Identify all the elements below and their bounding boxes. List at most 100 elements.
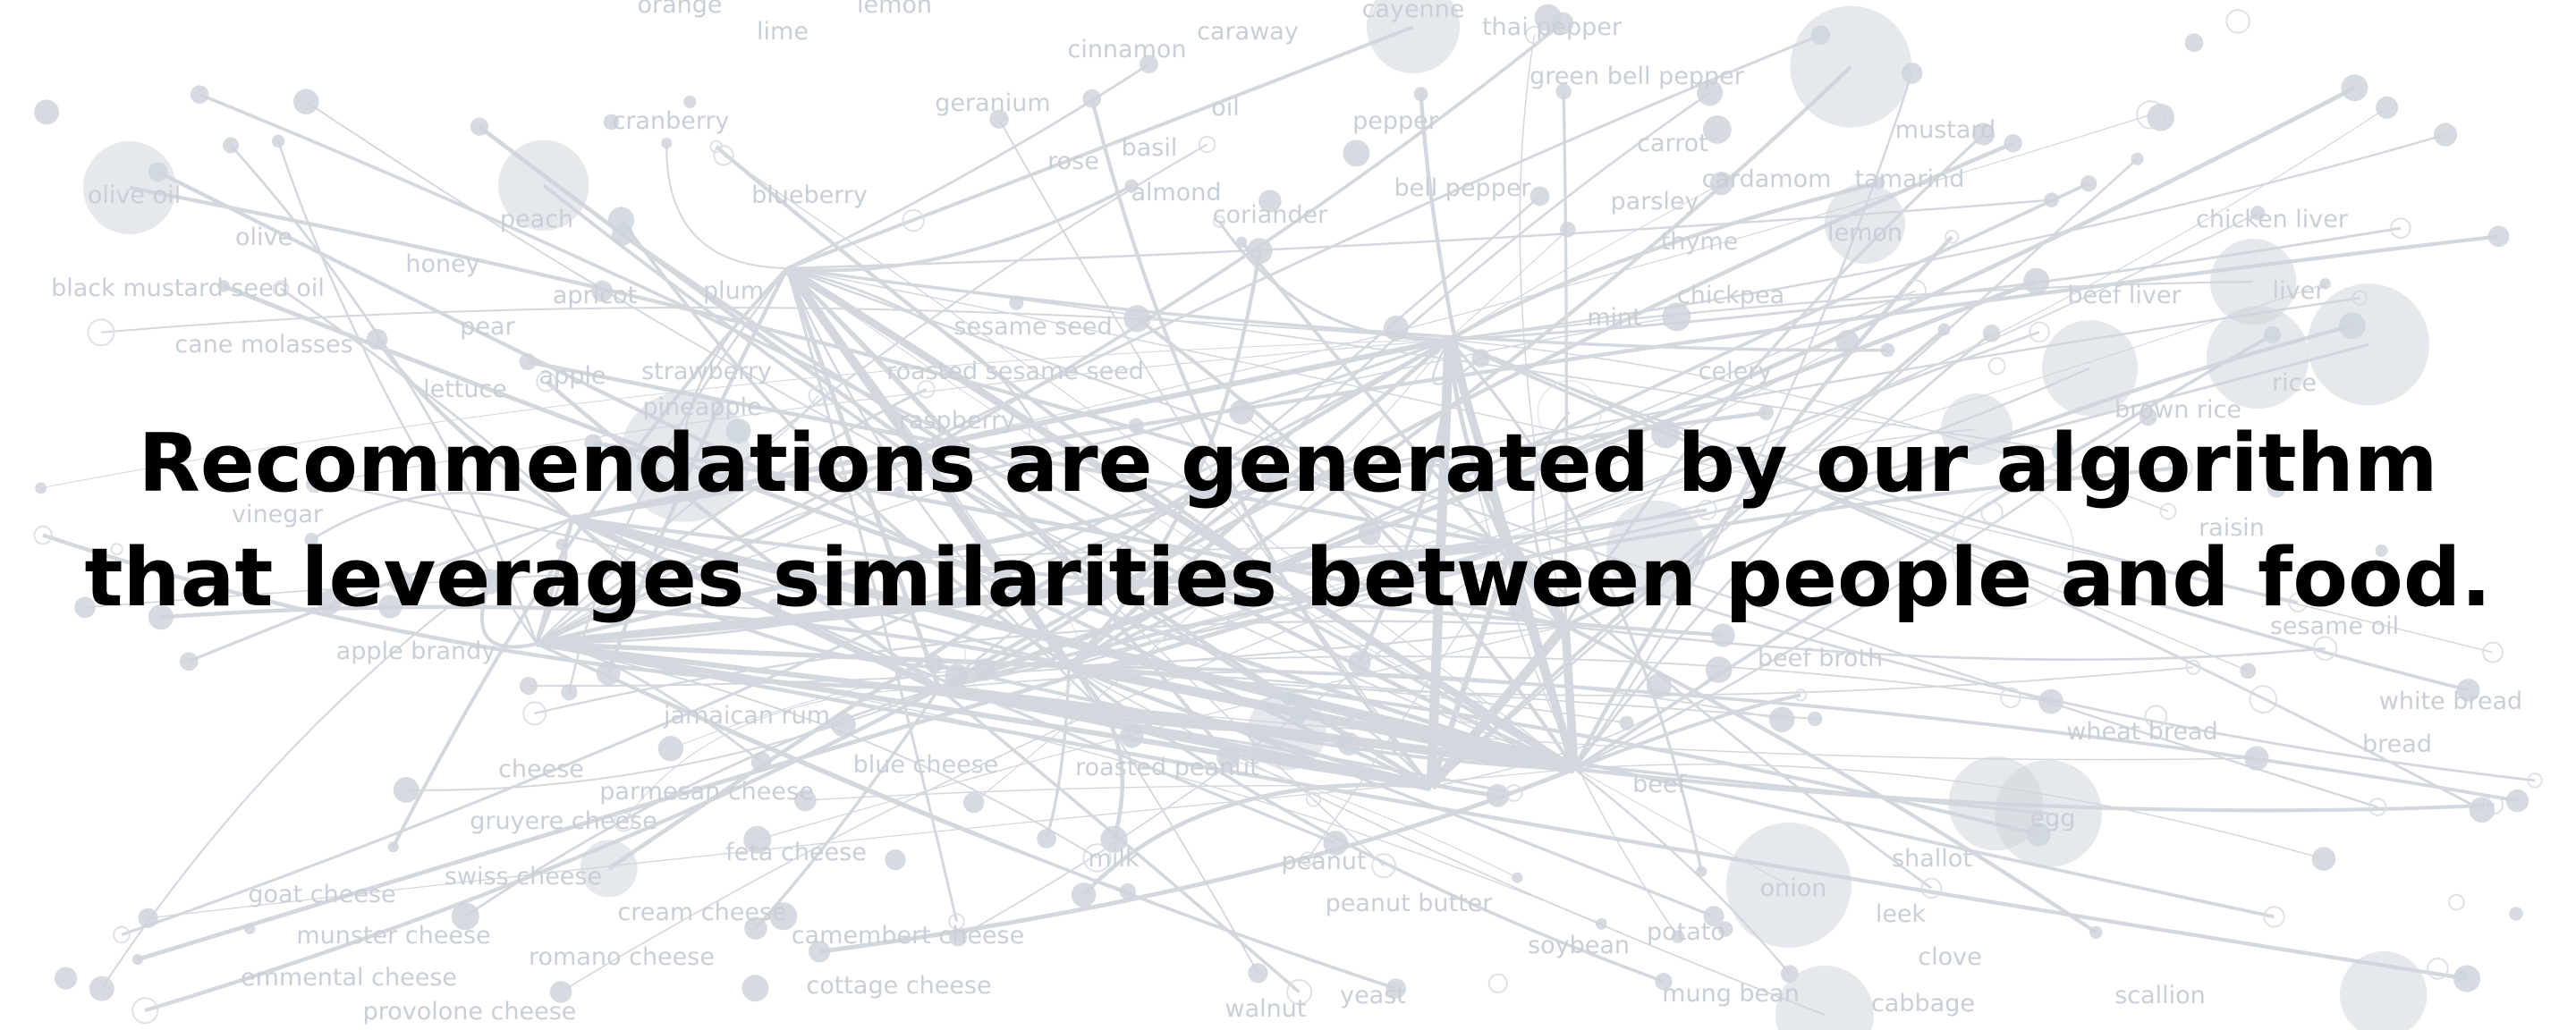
network-edge	[571, 515, 941, 692]
network-node	[2267, 479, 2286, 498]
network-node	[1903, 279, 1928, 303]
network-label: orange	[637, 0, 722, 19]
network-node	[1216, 746, 1241, 770]
network-node	[2209, 239, 2297, 325]
network-label: beef	[1632, 771, 1687, 798]
network-node	[389, 570, 414, 595]
network-node	[2456, 679, 2480, 702]
network-node	[1413, 87, 1428, 102]
network-node	[1343, 139, 1370, 167]
network-node	[1662, 302, 1691, 332]
network-node	[596, 661, 621, 686]
network-node	[2168, 455, 2193, 480]
network-edge	[723, 155, 1575, 770]
network-node	[536, 371, 557, 393]
network-edge	[1448, 339, 2249, 672]
network-edge	[783, 266, 1073, 669]
network-edge	[1428, 544, 1515, 789]
network-label: scallion	[2114, 982, 2206, 1009]
network-node	[1486, 783, 1510, 807]
network-node	[744, 916, 767, 940]
network-node	[2487, 225, 2510, 248]
network-edge	[230, 144, 538, 645]
network-edge	[305, 100, 1575, 770]
network-edge	[818, 766, 1575, 954]
network-node	[1810, 25, 1831, 46]
network-node	[743, 825, 772, 854]
network-node	[2313, 636, 2338, 661]
network-edge	[784, 265, 1577, 772]
network-labels: orange lime lemon cinnamon caraway cayenne tha…	[51, 0, 2522, 1026]
network-node	[2000, 687, 2021, 709]
network-node	[74, 596, 96, 619]
network-node	[1537, 380, 1602, 445]
network-node	[1525, 25, 1544, 45]
network-node	[148, 604, 174, 630]
network-node	[2433, 122, 2458, 147]
network-edge	[1573, 693, 1801, 771]
network-node	[2505, 789, 2529, 813]
network-edge	[623, 688, 940, 823]
network-node	[1198, 135, 1216, 154]
network-label: cream cheese	[617, 899, 786, 926]
network-edge	[527, 359, 1513, 548]
network-node	[1941, 393, 2012, 465]
network-node	[2042, 320, 2139, 417]
network-label: strawberry	[641, 358, 772, 385]
network-node	[1258, 190, 1282, 213]
network-node	[2004, 134, 2022, 153]
network-edge	[1447, 338, 1703, 872]
network-label: goat cheese	[248, 881, 395, 908]
network-label: chickpea	[1677, 282, 1784, 309]
network-node	[925, 654, 945, 673]
network-node	[2376, 96, 2399, 119]
network-label: sesame seed	[953, 313, 1112, 341]
network-node	[498, 139, 589, 231]
network-edge	[1562, 91, 1568, 627]
network-node	[1768, 706, 1795, 733]
network-node	[33, 525, 53, 545]
network-label: cayenne	[1362, 0, 1465, 23]
network-node	[1128, 418, 1144, 434]
network-node	[2288, 592, 2309, 612]
network-label: green bell pepper	[1530, 63, 1745, 90]
network-node	[1383, 315, 1409, 342]
network-node	[1037, 829, 1056, 848]
network-edge	[571, 514, 1576, 773]
network-node	[1371, 853, 1397, 879]
network-edge	[1573, 416, 2149, 771]
network-node	[2469, 797, 2496, 823]
network-label: mung bean	[1662, 980, 1800, 1008]
network-edge	[1067, 664, 1125, 840]
network-label: tamarind	[1855, 165, 1965, 193]
network-node	[1124, 179, 1139, 193]
network-node	[1487, 973, 1508, 994]
network-edge	[786, 25, 1414, 270]
network-label: lemon	[1827, 219, 1902, 247]
network-label: jamaican rum	[663, 702, 830, 730]
network-node	[948, 913, 965, 930]
network-label: pineapple	[642, 393, 761, 421]
network-edge	[1067, 338, 1451, 668]
network-edge	[129, 185, 1513, 548]
network-edge	[1068, 664, 1715, 918]
network-node	[387, 841, 399, 853]
network-node	[657, 736, 684, 762]
network-node	[1920, 877, 1943, 899]
network-node	[1071, 882, 1097, 908]
network-node	[1655, 973, 1673, 991]
network-edge	[545, 380, 941, 690]
network-edge	[785, 267, 959, 923]
network-node	[87, 318, 115, 347]
network-edge	[84, 545, 1513, 609]
network-label: emmental cheese	[241, 964, 457, 992]
network-label: provolone cheese	[363, 998, 577, 1026]
network-node	[244, 923, 256, 934]
network-node	[131, 954, 143, 966]
network-node	[1248, 963, 1268, 984]
network-label: roasted sesame seed	[886, 358, 1144, 385]
network-edge	[1511, 367, 2091, 547]
network-label: lettuce	[423, 376, 507, 403]
network-edge	[1068, 655, 2052, 703]
headline-line-1: Recommendations are generated by our alg…	[138, 417, 2438, 511]
